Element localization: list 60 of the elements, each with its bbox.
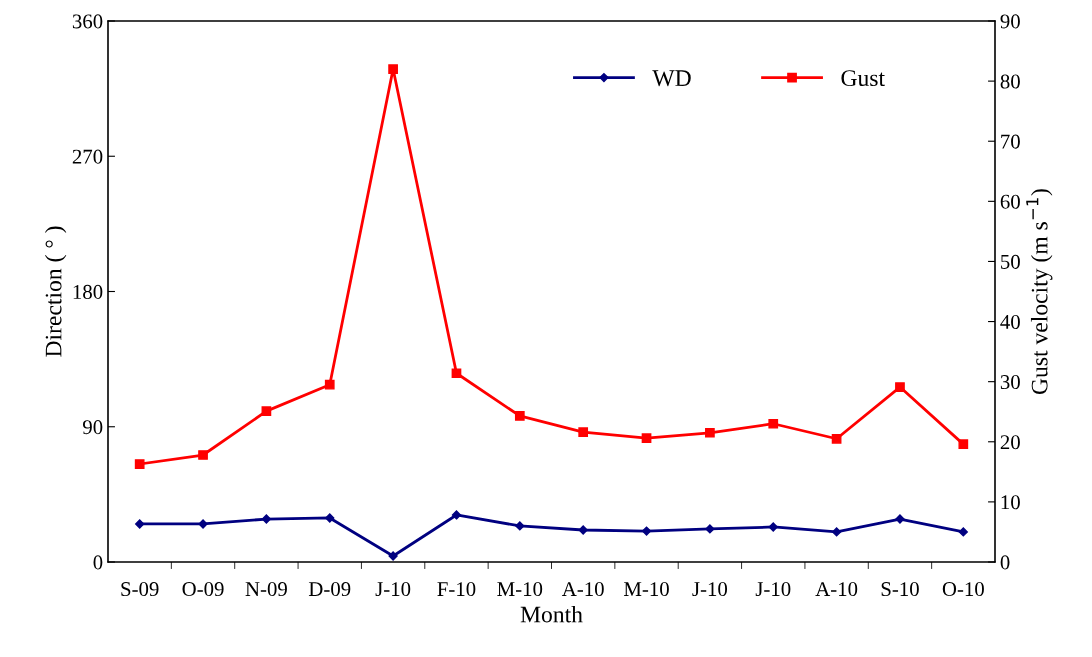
y2-axis-title: Gust velocity (m s$^{−1}$) (1026, 189, 1053, 395)
x-tick-label: N-09 (245, 582, 287, 597)
point (514, 411, 525, 421)
y-axis-title: Direction ( ° ) (44, 226, 67, 357)
point (768, 522, 778, 532)
x-tick-label: A-10 (815, 582, 858, 597)
x-tick-label: M-10 (497, 582, 543, 597)
y2-tick-label: 40 (1000, 314, 1020, 329)
x-tick-label: S-10 (881, 582, 919, 597)
legend-label: Gust (841, 70, 885, 87)
point (705, 524, 715, 534)
y2-tick-label: 10 (1001, 495, 1020, 510)
point (198, 450, 208, 460)
legend-label: WD (652, 70, 691, 87)
point (895, 382, 905, 392)
point (958, 527, 968, 537)
point (135, 519, 145, 529)
y2-tick-label: 60 (1000, 194, 1020, 209)
y2-tick-label: 90 (1000, 14, 1020, 29)
point (831, 433, 842, 444)
y-tick-label: 360 (72, 14, 103, 29)
point (515, 521, 525, 531)
point (451, 510, 462, 520)
point (261, 406, 272, 416)
y-tick-label: 0 (93, 555, 103, 570)
x-tick-label: D-09 (308, 582, 351, 597)
point (578, 427, 589, 438)
y2-tick-label: 50 (1001, 254, 1020, 269)
y-tick-label: 180 (73, 284, 103, 299)
x-axis-title: Month (520, 605, 583, 623)
x-tick-label: A-10 (561, 582, 604, 597)
point (641, 526, 652, 536)
x-tick-label: S-09 (121, 582, 159, 597)
point (641, 433, 652, 444)
x-tick-label: O-09 (182, 582, 224, 597)
point (451, 368, 462, 379)
y-tick-label: 270 (72, 149, 103, 164)
x-tick-label: J-10 (755, 582, 791, 597)
point (705, 427, 715, 438)
x-tick-label: O-10 (942, 582, 984, 597)
x-tick-label: F-10 (437, 582, 476, 597)
point (958, 439, 969, 450)
x-tick-label: M-10 (623, 582, 669, 597)
y2-tick-label: 30 (1000, 375, 1020, 390)
point (388, 64, 398, 74)
point (831, 527, 842, 537)
y2-tick-label: 80 (1000, 74, 1020, 89)
y2-tick-label: 20 (1000, 435, 1020, 450)
point (261, 514, 272, 524)
point (134, 459, 145, 469)
y2-tick-label: 0 (1000, 555, 1010, 570)
point (578, 525, 588, 535)
point (324, 379, 335, 390)
point (388, 551, 398, 561)
point (325, 513, 335, 523)
x-tick-label: J-10 (375, 582, 411, 597)
point (768, 418, 779, 429)
y-tick-label: 90 (82, 420, 103, 435)
x-tick-label: J-10 (692, 582, 728, 597)
y2-tick-label: 70 (1001, 134, 1020, 149)
